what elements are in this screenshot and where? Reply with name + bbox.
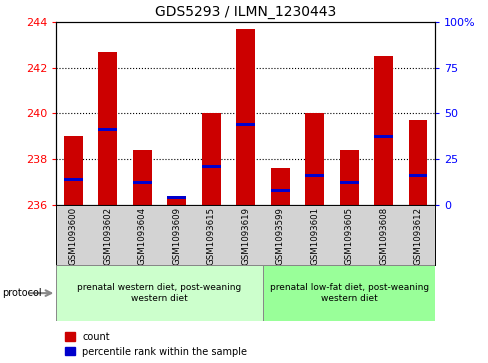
Text: GSM1093615: GSM1093615	[206, 207, 215, 265]
Text: prenatal western diet, post-weaning
western diet: prenatal western diet, post-weaning west…	[77, 284, 241, 303]
Text: GSM1093604: GSM1093604	[138, 207, 146, 265]
Bar	[64, 178, 83, 182]
Text: prenatal low-fat diet, post-weaning
western diet: prenatal low-fat diet, post-weaning west…	[269, 284, 428, 303]
Bar	[167, 199, 186, 205]
Title: GDS5293 / ILMN_1230443: GDS5293 / ILMN_1230443	[155, 5, 336, 19]
Text: GSM1093612: GSM1093612	[413, 207, 422, 265]
Bar	[373, 135, 392, 138]
Bar	[133, 181, 152, 184]
Bar	[373, 56, 392, 205]
Bar	[133, 150, 152, 205]
Text: GSM1093619: GSM1093619	[241, 207, 250, 265]
Bar	[305, 174, 324, 177]
Text: GSM1093608: GSM1093608	[378, 207, 387, 265]
Legend: count, percentile rank within the sample: count, percentile rank within the sample	[61, 328, 251, 360]
Bar	[270, 168, 289, 205]
Bar	[236, 123, 255, 126]
Bar	[339, 181, 358, 184]
Bar	[339, 150, 358, 205]
Text: GSM1093601: GSM1093601	[309, 207, 319, 265]
Bar	[407, 174, 427, 177]
Text: GSM1093599: GSM1093599	[275, 207, 284, 265]
Bar	[236, 29, 255, 205]
Bar	[270, 189, 289, 192]
Bar	[98, 128, 117, 131]
Bar	[98, 52, 117, 205]
Bar	[56, 265, 263, 321]
Bar	[263, 265, 434, 321]
Text: GSM1093605: GSM1093605	[344, 207, 353, 265]
Bar	[64, 136, 83, 205]
Bar	[407, 120, 427, 205]
Bar	[202, 114, 220, 205]
Bar	[202, 165, 220, 168]
Bar	[305, 114, 324, 205]
Text: protocol: protocol	[2, 288, 42, 298]
Text: GSM1093609: GSM1093609	[172, 207, 181, 265]
Text: GSM1093602: GSM1093602	[103, 207, 112, 265]
Text: GSM1093600: GSM1093600	[69, 207, 78, 265]
Bar	[167, 196, 186, 199]
